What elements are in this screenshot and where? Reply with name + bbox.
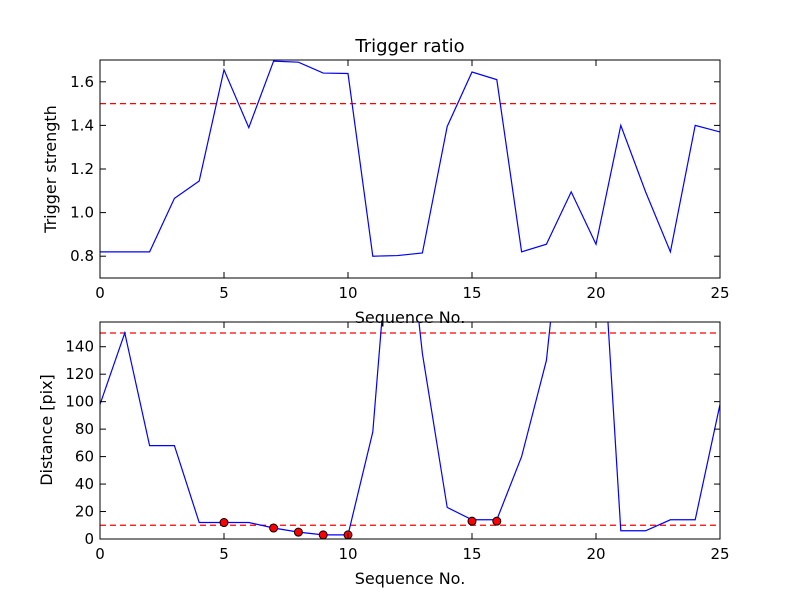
x-tick-label: 0 <box>95 545 105 563</box>
y-tick-label: 120 <box>65 365 94 383</box>
data-point-marker <box>269 523 279 533</box>
trigger-ratio-chart: Trigger ratio 0 5 10 15 20 250.81.01.21.41.6 … <box>41 36 730 327</box>
y-tick-label: 1.4 <box>70 116 94 134</box>
plot-frame <box>99 321 721 540</box>
data-point-marker <box>293 527 303 537</box>
chart-title: Trigger ratio <box>354 36 464 57</box>
distance-marks <box>100 322 720 539</box>
distance-ticks: 0 5 10 15 20 25 0 20 40 60 80 100 120 140 <box>65 322 730 563</box>
x-axis-label: Sequence No. <box>355 308 466 327</box>
x-tick-label: 5 <box>219 545 229 563</box>
x-tick-label: 15 <box>462 284 481 302</box>
x-axis-label: Sequence No. <box>355 569 466 588</box>
y-tick-label: 80 <box>75 420 94 438</box>
y-axis-label: Distance [pix] <box>37 374 56 486</box>
distance-chart: 0 5 10 15 20 25 0 20 40 60 80 100 120 140 Sequence No… <box>37 321 730 588</box>
y-tick-label: 20 <box>75 503 94 521</box>
y-tick-label: 40 <box>75 475 94 493</box>
series-line <box>100 60 720 257</box>
y-axis-label: Trigger strength <box>41 105 60 234</box>
y-tick-label: 1.0 <box>70 204 94 222</box>
y-tick-label: 60 <box>75 448 94 466</box>
x-tick-label: 5 <box>219 284 229 302</box>
y-tick-label: 100 <box>65 393 94 411</box>
x-tick-label: 20 <box>586 545 605 563</box>
y-tick-label: 1.2 <box>70 160 94 178</box>
series-line <box>100 322 720 536</box>
data-point-marker <box>492 516 502 526</box>
x-tick-label: 15 <box>462 545 481 563</box>
y-tick-label: 0 <box>84 530 94 548</box>
trigger-ratio-ticks: 0 5 10 15 20 25 0.8 1.0 1.2 1.4 1.6 <box>70 60 730 302</box>
x-tick-label: 20 <box>586 284 605 302</box>
x-tick-label: 10 <box>338 284 357 302</box>
y-tick-label: 1.6 <box>70 73 94 91</box>
y-tick-label: 140 <box>65 338 94 356</box>
x-tick-label: 0 <box>95 284 105 302</box>
x-tick-label: 25 <box>710 545 729 563</box>
data-point-marker <box>219 518 229 528</box>
y-tick-label: 0.8 <box>70 247 94 265</box>
data-point-marker <box>467 516 477 526</box>
trigger-ratio-marks <box>100 60 720 257</box>
x-tick-label: 25 <box>710 284 729 302</box>
x-tick-label: 10 <box>338 545 357 563</box>
data-point-marker <box>318 530 328 539</box>
